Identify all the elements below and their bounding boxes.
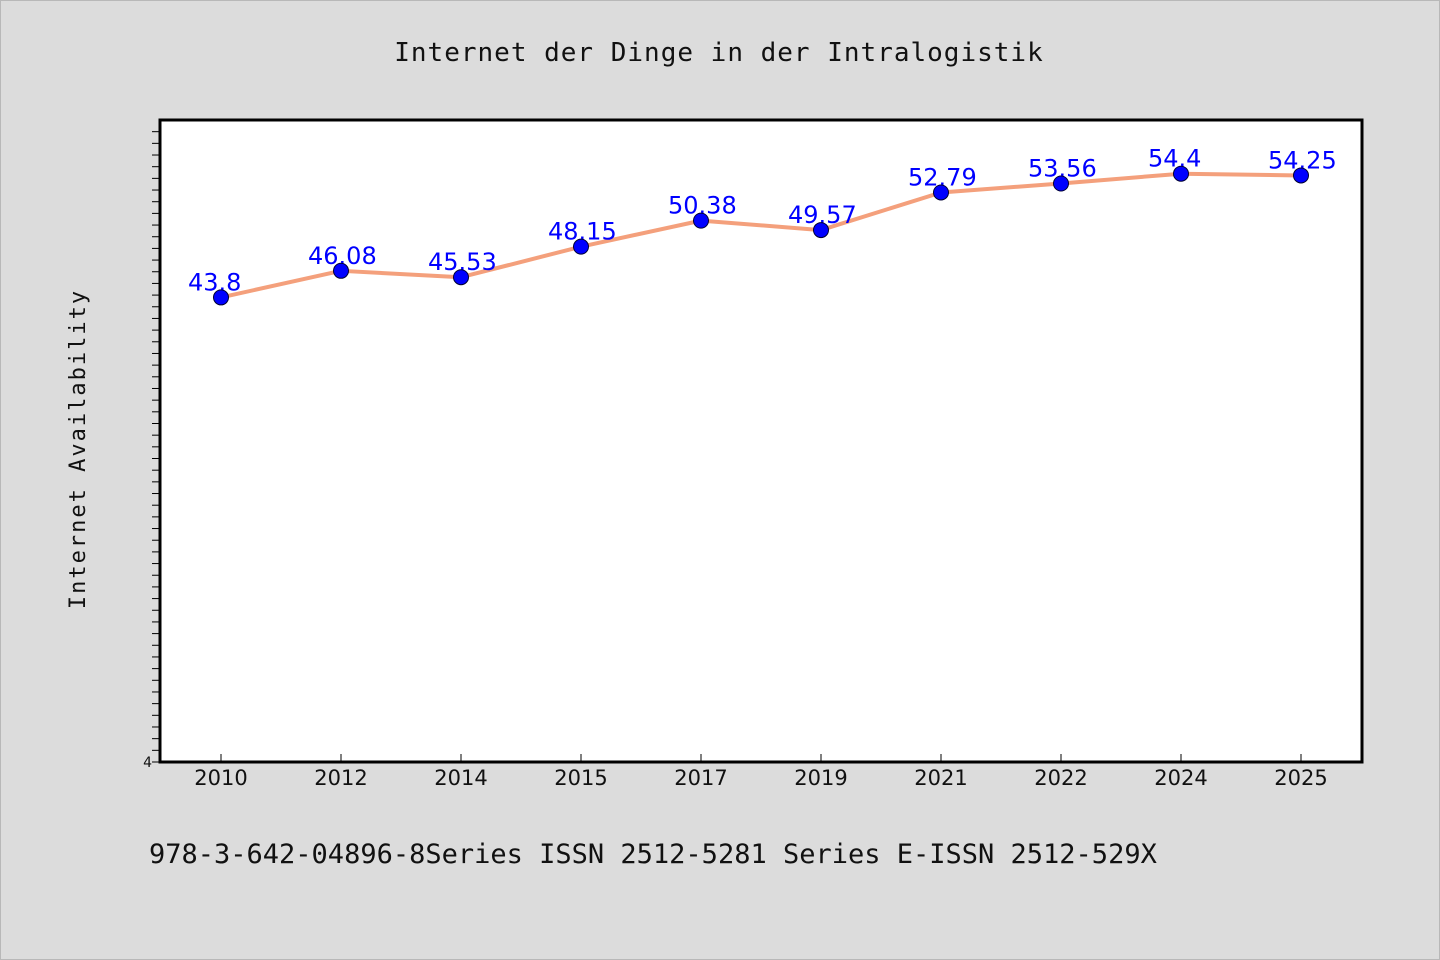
x-tick-label: 2025: [1274, 766, 1327, 790]
data-point: [1173, 165, 1189, 182]
data-label: 54.4: [1148, 145, 1201, 173]
data-point: [213, 289, 229, 306]
x-tick-label: 2012: [314, 766, 367, 790]
data-point: [1053, 175, 1069, 192]
data-point: [333, 262, 349, 279]
y-axis-label: Internet Availability: [66, 289, 91, 609]
x-tick-label: 2015: [554, 766, 607, 790]
x-tick-label: 2022: [1034, 766, 1087, 790]
data-point: [573, 238, 589, 255]
footer-isbn-issn: 978-3-642-04896-8Series ISSN 2512-5281 S…: [149, 839, 1157, 870]
y-tick-label: 4: [143, 755, 152, 771]
y-axis-tick-labels: 4: [143, 755, 152, 771]
y-axis-ticks: [152, 131, 160, 763]
x-tick-label: 2021: [914, 766, 967, 790]
x-tick-label: 2014: [434, 766, 487, 790]
data-point: [1293, 167, 1309, 184]
x-tick-label: 2019: [794, 766, 847, 790]
data-point: [813, 222, 829, 239]
x-tick-label: 2017: [674, 766, 727, 790]
data-point: [693, 212, 709, 229]
data-point: [453, 269, 469, 286]
x-tick-label: 2010: [194, 766, 247, 790]
data-point: [933, 184, 949, 201]
x-axis-tick-labels: 2010 2012 2014 2015 2017 2019 2021 2022 2024 2025: [194, 766, 1327, 790]
x-axis-ticks: [220, 754, 1302, 762]
x-tick-label: 2024: [1154, 766, 1207, 790]
data-label: 43.8: [188, 268, 241, 296]
series-line: [219, 171, 1303, 300]
chart-title: Internet der Dinge in der Intralogistik: [394, 38, 1043, 68]
plot-area: [158, 118, 1364, 764]
